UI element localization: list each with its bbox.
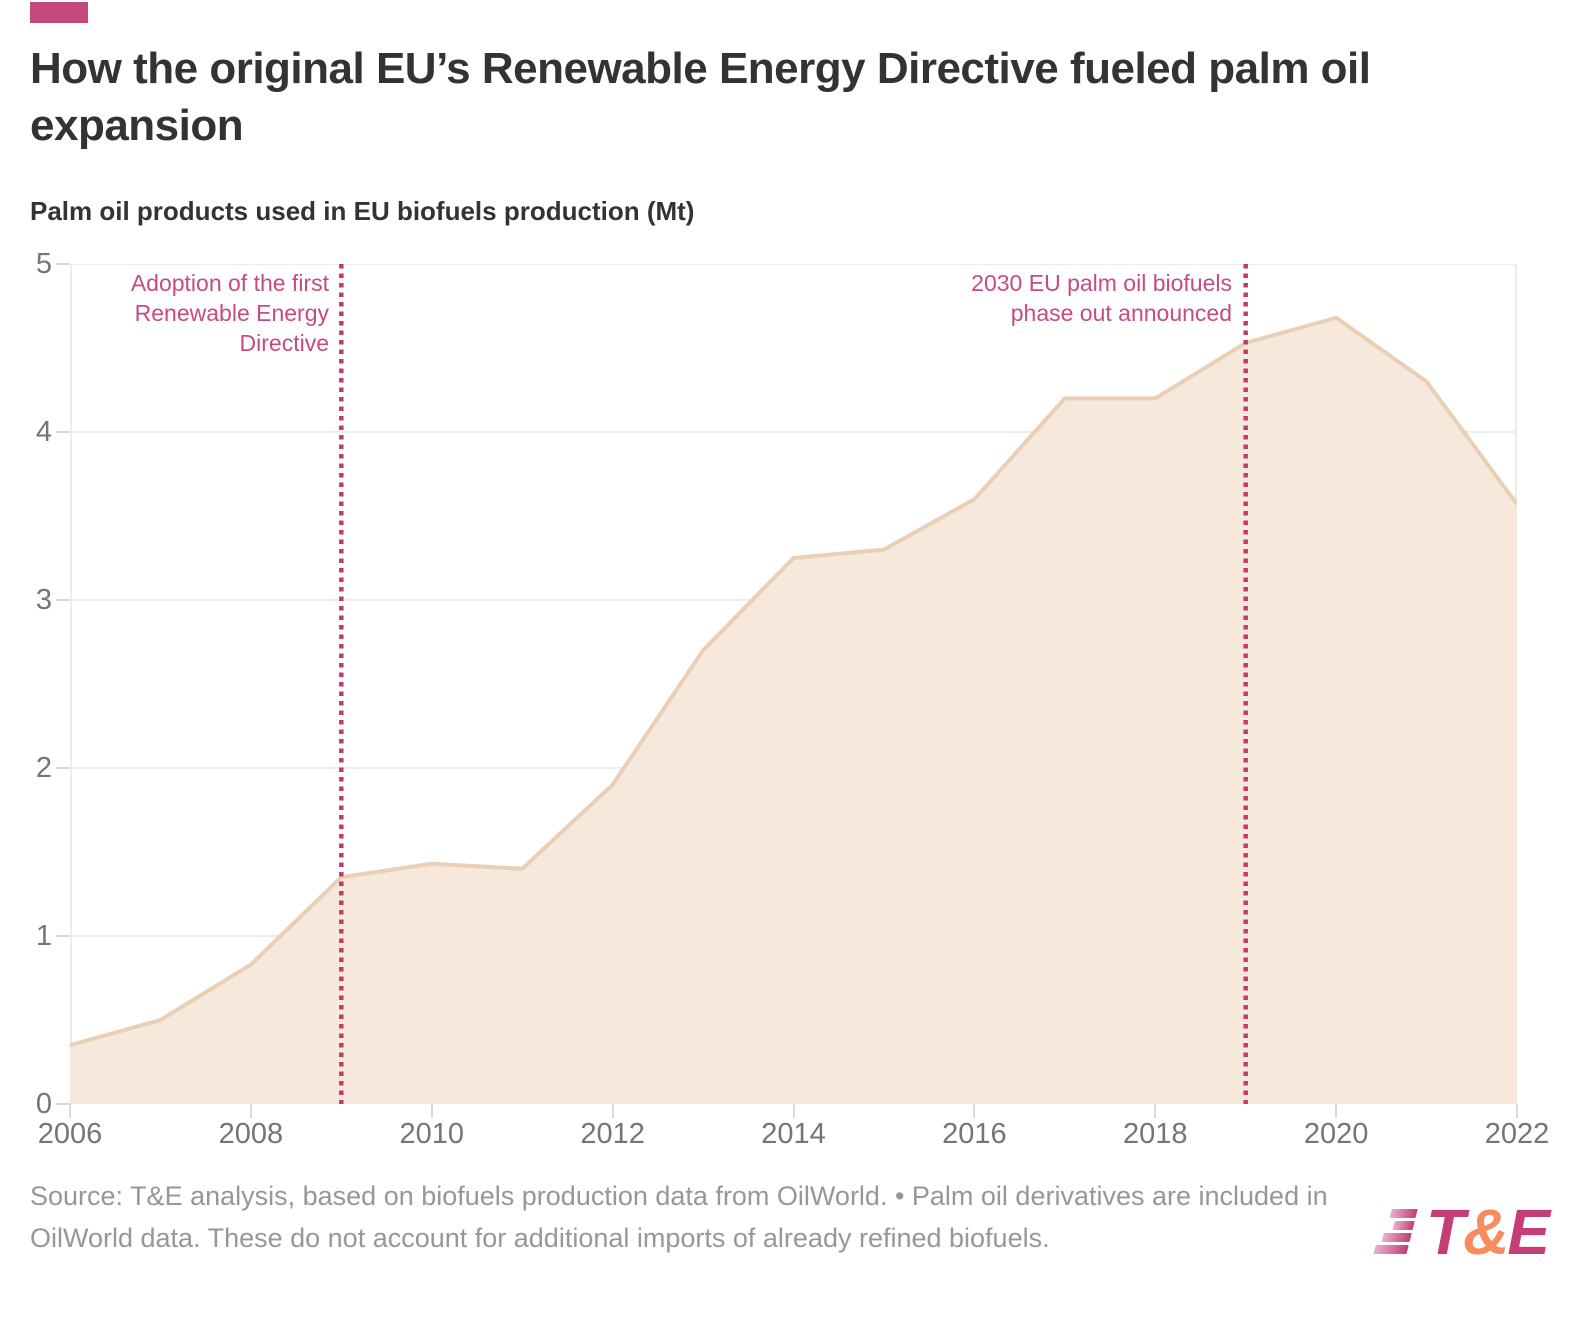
area-chart: Adoption of the first Renewable Energy D… bbox=[70, 264, 1517, 1104]
annotation-line: Adoption of the first bbox=[130, 270, 329, 296]
x-axis-tick-label: 2020 bbox=[1303, 1118, 1369, 1150]
logo-stripe bbox=[1389, 1209, 1418, 1218]
chart-canvas bbox=[70, 264, 1517, 1104]
x-axis-tick-label: 2008 bbox=[218, 1118, 284, 1150]
source-note: Source: T&E analysis, based on biofuels … bbox=[30, 1181, 1328, 1253]
y-axis-tick-label: 4 bbox=[35, 416, 52, 448]
y-axis-tick-mark bbox=[56, 767, 70, 769]
page-title: How the original EU’s Renewable Energy D… bbox=[30, 44, 1371, 151]
x-axis-tick-mark bbox=[1516, 1104, 1518, 1118]
x-axis-tick-mark bbox=[249, 1104, 252, 1118]
logo-letter-t: T bbox=[1426, 1196, 1465, 1268]
annotation-phase-out: 2030 EU palm oil biofuels phase out anno… bbox=[670, 269, 1232, 329]
x-axis-tick-label: 2006 bbox=[37, 1118, 103, 1150]
annotation-line: Renewable Energy bbox=[134, 299, 329, 326]
y-axis-tick-mark bbox=[56, 599, 70, 601]
logo-stripe bbox=[1373, 1245, 1409, 1254]
y-axis-tick-label: 2 bbox=[35, 752, 52, 784]
x-axis-tick-mark bbox=[611, 1104, 614, 1118]
accent-bar bbox=[30, 2, 88, 23]
x-axis-tick-label: 2022 bbox=[1484, 1118, 1550, 1150]
logo-letter-e: E bbox=[1507, 1196, 1550, 1268]
chart-subtitle: Palm oil products used in EU biofuels pr… bbox=[30, 196, 695, 226]
annotation-line: Directive bbox=[239, 329, 329, 356]
te-logo-stripes-icon bbox=[1366, 1207, 1418, 1257]
logo-stripe bbox=[1392, 1221, 1415, 1230]
x-axis-tick-mark bbox=[792, 1104, 795, 1118]
x-axis-tick-label: 2010 bbox=[399, 1118, 464, 1150]
logo-ampersand: & bbox=[1463, 1196, 1509, 1268]
y-axis-tick-mark bbox=[56, 263, 70, 265]
x-axis-tick-mark bbox=[69, 1104, 71, 1118]
y-axis-tick-mark bbox=[56, 431, 70, 433]
y-axis-tick-mark bbox=[56, 1103, 70, 1105]
te-logo: T&E bbox=[1372, 1200, 1550, 1264]
te-logo-text: T&E bbox=[1426, 1200, 1550, 1264]
x-axis-tick-label: 2014 bbox=[761, 1118, 826, 1150]
x-axis-tick-mark bbox=[973, 1104, 976, 1118]
x-axis-tick-label: 2018 bbox=[1122, 1118, 1188, 1150]
x-axis-tick-mark bbox=[1154, 1104, 1157, 1118]
logo-stripe bbox=[1381, 1233, 1412, 1242]
annotation-red-directive: Adoption of the first Renewable Energy D… bbox=[70, 269, 329, 359]
annotation-line: 2030 EU palm oil biofuels bbox=[971, 270, 1232, 296]
annotation-line: phase out announced bbox=[1010, 299, 1232, 326]
y-axis-tick-label: 1 bbox=[35, 920, 52, 952]
y-axis-tick-label: 5 bbox=[35, 248, 52, 280]
y-axis-tick-label: 3 bbox=[35, 584, 52, 616]
x-axis-tick-mark bbox=[1335, 1104, 1338, 1118]
y-axis-tick-label: 0 bbox=[35, 1088, 52, 1120]
x-axis-tick-label: 2016 bbox=[942, 1118, 1007, 1150]
x-axis-tick-mark bbox=[430, 1104, 433, 1118]
y-axis-tick-mark bbox=[56, 935, 70, 937]
x-axis-tick-label: 2012 bbox=[580, 1118, 645, 1150]
